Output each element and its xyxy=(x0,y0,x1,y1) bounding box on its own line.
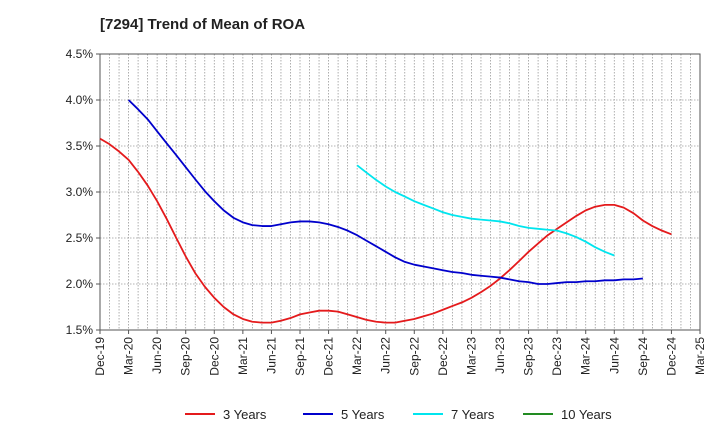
y-tick-label: 4.5% xyxy=(66,47,94,61)
x-tick-label: Dec-24 xyxy=(664,337,678,376)
series-line-3-years xyxy=(99,137,672,324)
x-tick-label: Jun-20 xyxy=(150,337,164,374)
legend-label-5-years: 5 Years xyxy=(341,407,385,422)
x-tick-label: Mar-21 xyxy=(236,337,250,375)
y-tick-label: 2.5% xyxy=(66,231,94,245)
y-tick-label: 3.0% xyxy=(66,185,94,199)
x-tick-label: Dec-21 xyxy=(322,337,336,376)
y-tick-label: 2.0% xyxy=(66,277,94,291)
legend-label-7-years: 7 Years xyxy=(451,407,495,422)
grid xyxy=(100,54,700,330)
y-tick-label: 3.5% xyxy=(66,139,94,153)
legend-label-10-years: 10 Years xyxy=(561,407,612,422)
x-tick-label: Jun-22 xyxy=(379,337,393,374)
legend-label-3-years: 3 Years xyxy=(223,407,267,422)
x-tick-label: Mar-24 xyxy=(579,337,593,375)
x-tick-label: Mar-20 xyxy=(122,337,136,375)
y-tick-label: 4.0% xyxy=(66,93,94,107)
x-tick-label: Sep-23 xyxy=(522,337,536,376)
x-tick-label: Mar-22 xyxy=(350,337,364,375)
x-tick-label: Mar-23 xyxy=(464,337,478,375)
series-line-7-years xyxy=(356,164,615,257)
x-tick-label: Dec-20 xyxy=(207,337,221,376)
x-tick-label: Jun-21 xyxy=(264,337,278,374)
axes: 1.5% 2.0% 2.5% 3.0% 3.5% 4.0% 4.5% Dec-19 Mar-20… xyxy=(66,47,707,376)
x-tick-label: Jun-24 xyxy=(607,337,621,374)
x-tick-label: Sep-24 xyxy=(636,337,650,376)
legend: 3 Years 5 Years 7 Years 10 Years xyxy=(185,407,612,422)
x-tick-label: Dec-19 xyxy=(93,337,107,376)
chart-title: [7294] Trend of Mean of ROA xyxy=(100,16,305,33)
series-line-5-years xyxy=(127,99,643,285)
x-tick-label: Sep-20 xyxy=(179,337,193,376)
series-layer xyxy=(99,99,672,324)
x-tick-label: Dec-22 xyxy=(436,337,450,376)
x-tick-label: Jun-23 xyxy=(493,337,507,374)
x-tick-label: Sep-22 xyxy=(407,337,421,376)
y-tick-label: 1.5% xyxy=(66,323,94,337)
x-tick-label: Dec-23 xyxy=(550,337,564,376)
x-tick-label: Sep-21 xyxy=(293,337,307,376)
x-tick-label: Mar-25 xyxy=(693,337,707,375)
